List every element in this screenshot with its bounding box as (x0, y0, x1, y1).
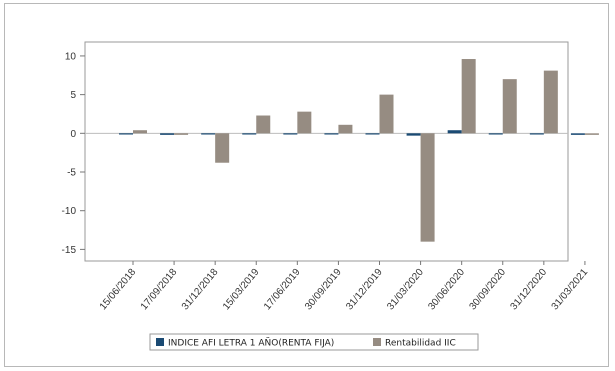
bar-rentabilidad-iic (502, 79, 517, 134)
x-tick-label: 31/03/2021 (550, 267, 591, 313)
bar-indice-afi (283, 133, 298, 135)
bar-indice-afi (201, 133, 216, 135)
x-tick-label: 31/12/2019 (344, 267, 385, 313)
x-tick-label: 17/09/2018 (139, 267, 180, 313)
bars (119, 59, 599, 242)
x-axis: 15/06/2018 17/09/2018 31/12/2018 15/03/2019… (98, 261, 591, 313)
bar-rentabilidad-iic (297, 111, 312, 134)
bar-rentabilidad-iic (584, 133, 599, 135)
legend: INDICE AFI LETRA 1 AÑO(RENTA FIJA) Rentab… (149, 333, 479, 351)
y-tick-label: 5 (70, 90, 76, 101)
y-tick-label: -15 (62, 245, 77, 256)
bar-indice-afi (447, 130, 462, 134)
bar-indice-afi (242, 133, 257, 135)
y-tick-label: 0 (70, 129, 76, 140)
bar-rentabilidad-iic (338, 124, 353, 134)
bar-indice-afi (119, 133, 133, 135)
bar-rentabilidad-iic (256, 115, 271, 134)
bar-indice-afi (529, 133, 544, 135)
bar-indice-afi (570, 133, 585, 135)
bar-indice-afi (406, 133, 421, 136)
legend-box (149, 333, 479, 351)
x-tick-label: 30/09/2020 (467, 267, 508, 313)
chart-frame: -15 -10 -5 0 5 10 15/06/2018 17/09/2018 31/12/2… (4, 3, 609, 367)
bar-rentabilidad-iic (543, 70, 558, 134)
bar-indice-afi (324, 133, 339, 135)
x-tick-label: 31/12/2020 (509, 267, 550, 313)
plot-area (84, 41, 569, 262)
legend-label: INDICE AFI LETRA 1 AÑO(RENTA FIJA) (168, 338, 334, 349)
x-tick-label: 30/09/2019 (303, 267, 344, 313)
x-tick-label: 31/03/2020 (385, 267, 426, 313)
bar-indice-afi (160, 133, 175, 135)
x-tick-label: 31/12/2018 (180, 267, 221, 313)
legend-swatch (156, 338, 164, 346)
y-tick-label: -10 (62, 206, 77, 217)
bar-indice-afi (488, 133, 503, 135)
legend-swatch (373, 338, 381, 346)
x-tick-label: 17/06/2019 (262, 267, 303, 313)
legend-label: Rentabilidad IIC (385, 339, 456, 349)
bar-rentabilidad-iic (379, 94, 394, 134)
bar-rentabilidad-iic (420, 133, 435, 242)
bar-indice-afi (365, 133, 380, 135)
bar-rentabilidad-iic (174, 133, 189, 135)
y-tick-label: -5 (67, 168, 76, 179)
bar-rentabilidad-iic (133, 130, 147, 134)
y-axis: -15 -10 -5 0 5 10 (62, 51, 85, 256)
x-tick-label: 30/06/2020 (426, 267, 467, 313)
x-tick-label: 15/06/2018 (98, 267, 139, 313)
bar-rentabilidad-iic (215, 133, 230, 163)
y-tick-label: 10 (65, 51, 77, 62)
bar-rentabilidad-iic (461, 59, 476, 134)
x-tick-label: 15/03/2019 (221, 267, 262, 313)
